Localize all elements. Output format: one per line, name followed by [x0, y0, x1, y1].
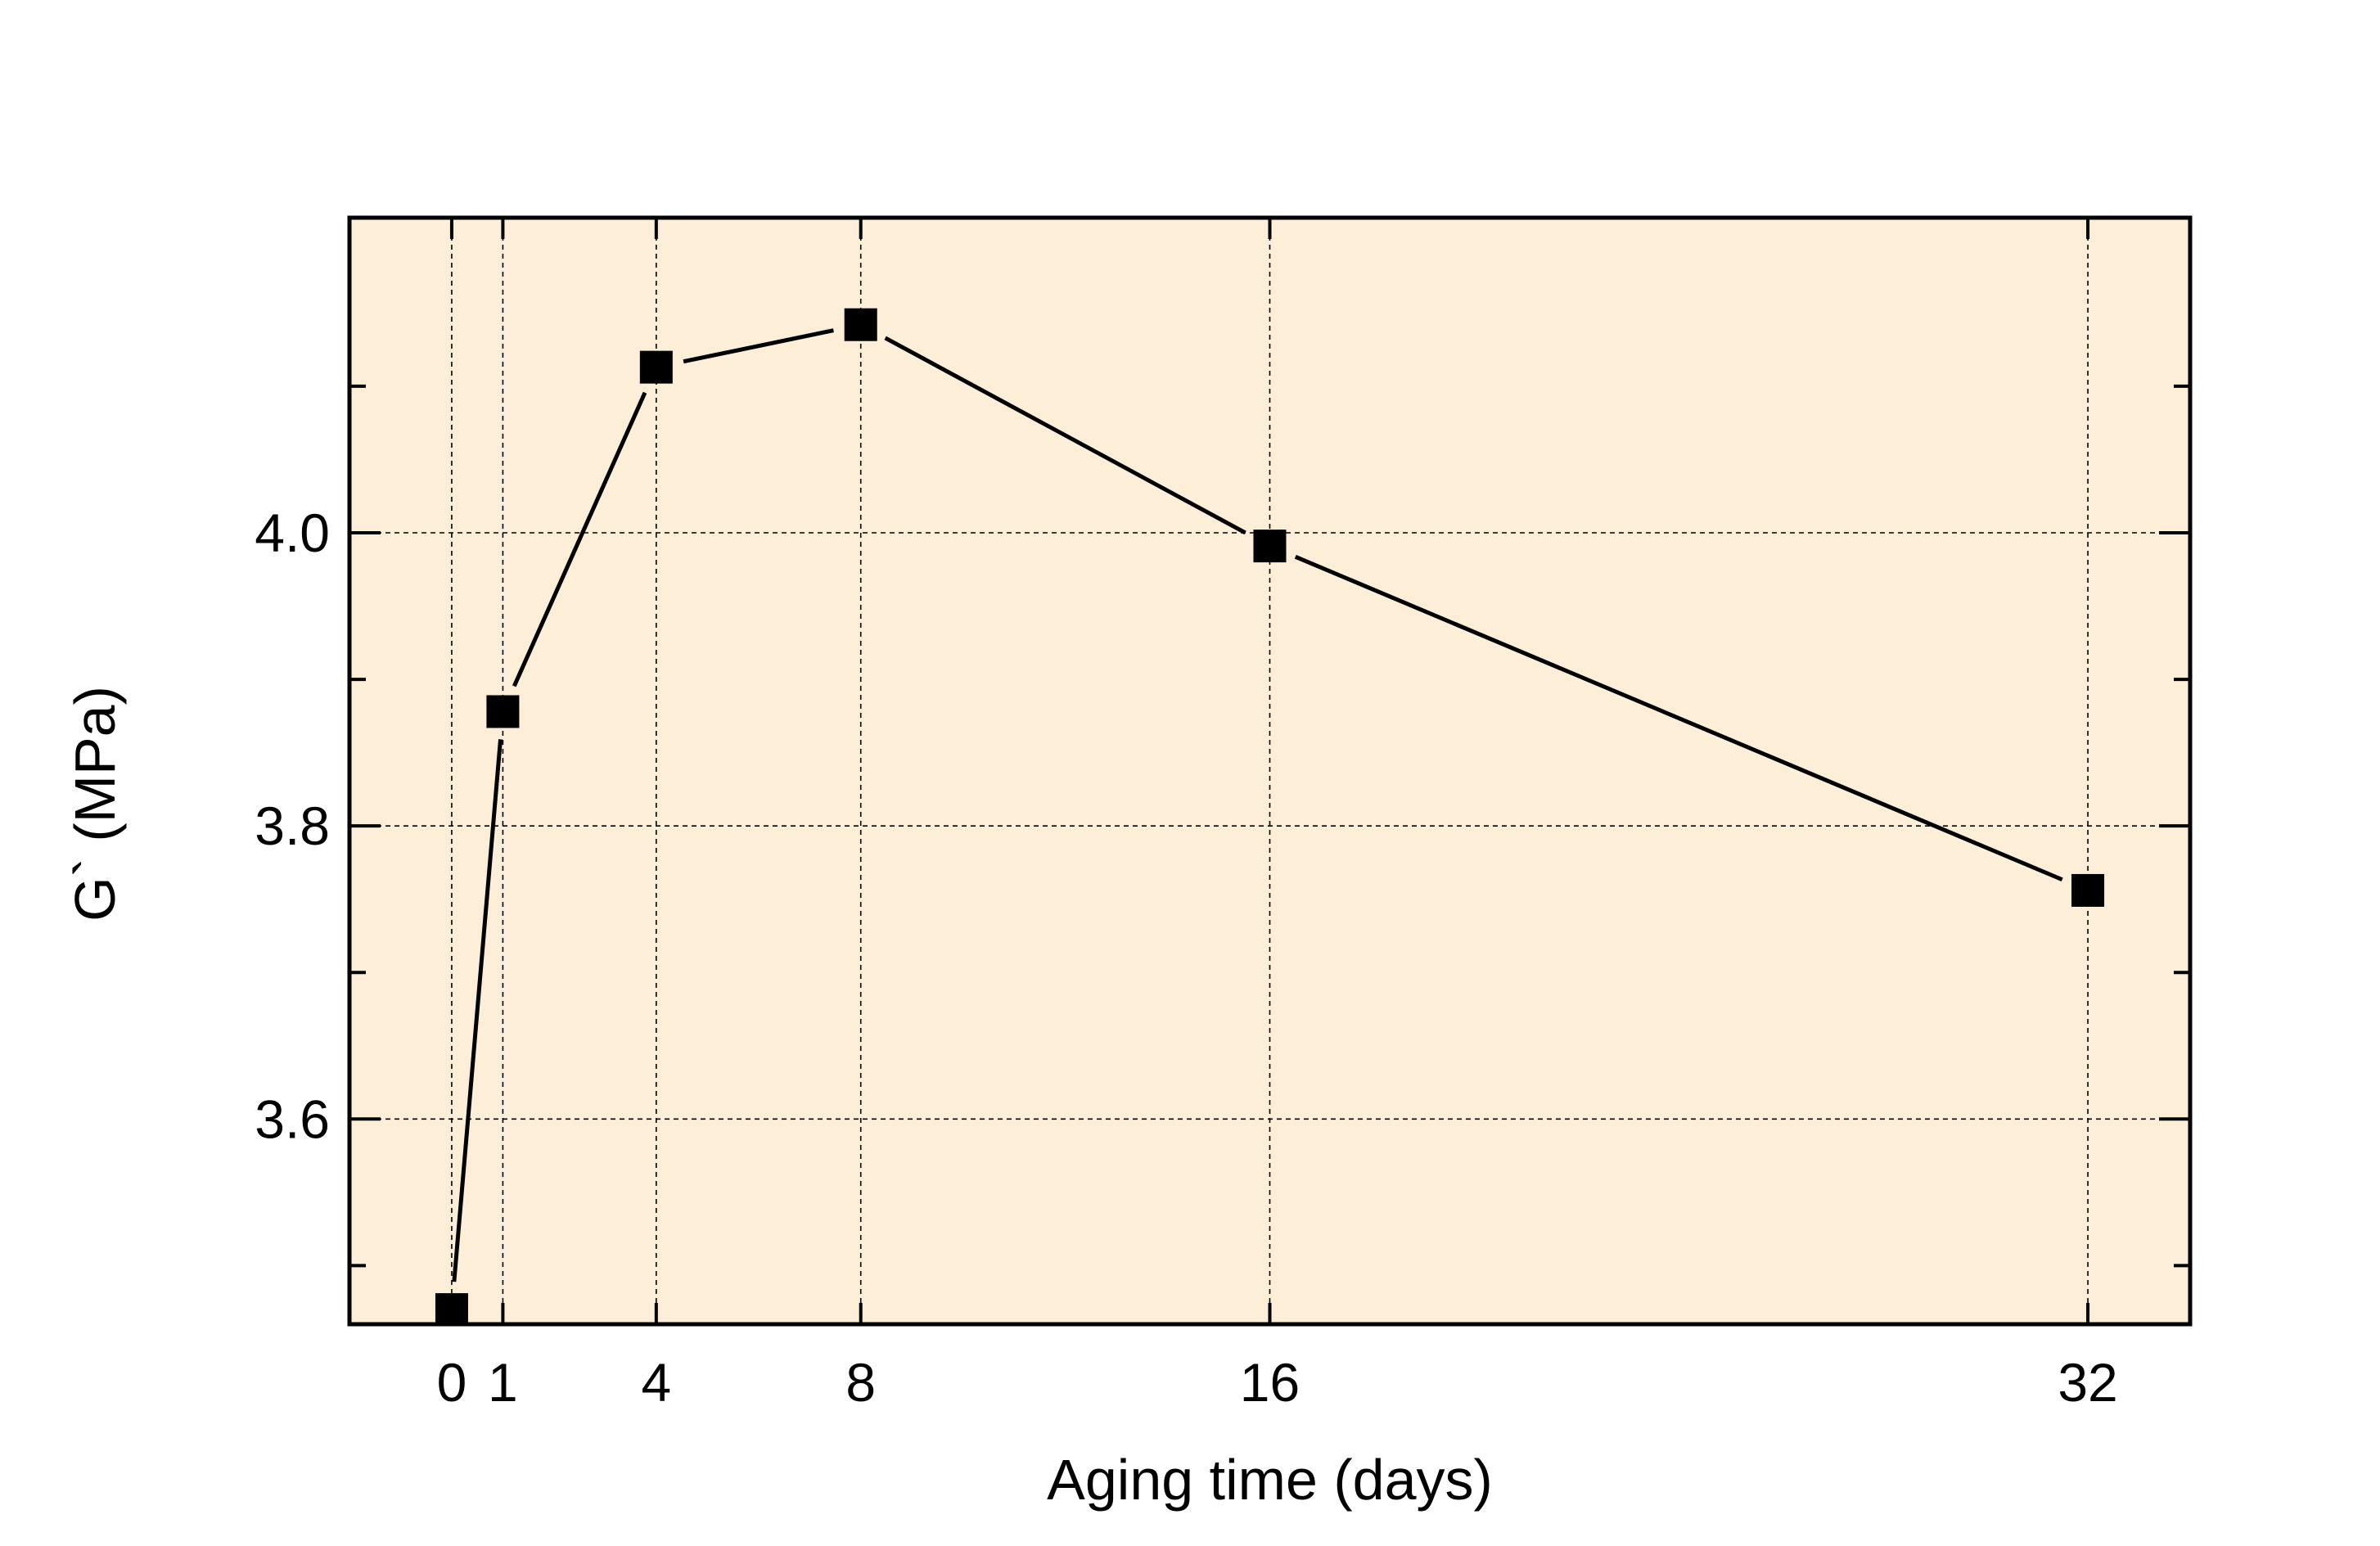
series-line-segment: [683, 328, 834, 364]
series-layer: [435, 308, 2105, 1327]
x-tick-label: 1: [488, 1352, 518, 1413]
data-point-marker: [2071, 873, 2105, 907]
data-point-marker: [639, 350, 673, 384]
series-line-segment: [1294, 555, 2063, 882]
series-line-segment: [452, 739, 503, 1282]
x-tick-label: 4: [641, 1352, 671, 1413]
x-tick-label: 8: [845, 1352, 876, 1413]
x-tick-label: 16: [1240, 1352, 1300, 1413]
x-axis-title: Aging time (days): [1047, 1448, 1493, 1512]
y-axis-title: G` (MPa): [63, 686, 127, 922]
data-point-marker: [486, 695, 520, 728]
y-tick-label: 4.0: [255, 503, 330, 563]
y-tick-label: 3.6: [255, 1089, 330, 1149]
x-tick-label: 32: [2058, 1352, 2117, 1413]
y-tick-label: 3.8: [255, 796, 330, 856]
tick-labels: 0 1 4 8 16 32 3.6 3.8 4.0: [255, 503, 2118, 1413]
data-point-marker: [844, 308, 877, 341]
series-line-segment: [512, 391, 647, 687]
grid-lines: [349, 218, 2190, 1324]
data-point-marker: [1253, 530, 1287, 563]
series-line-segment: [884, 336, 1246, 535]
x-tick-label: 0: [437, 1352, 467, 1413]
data-point-marker: [435, 1293, 468, 1327]
plot-frame: [347, 215, 2193, 1327]
